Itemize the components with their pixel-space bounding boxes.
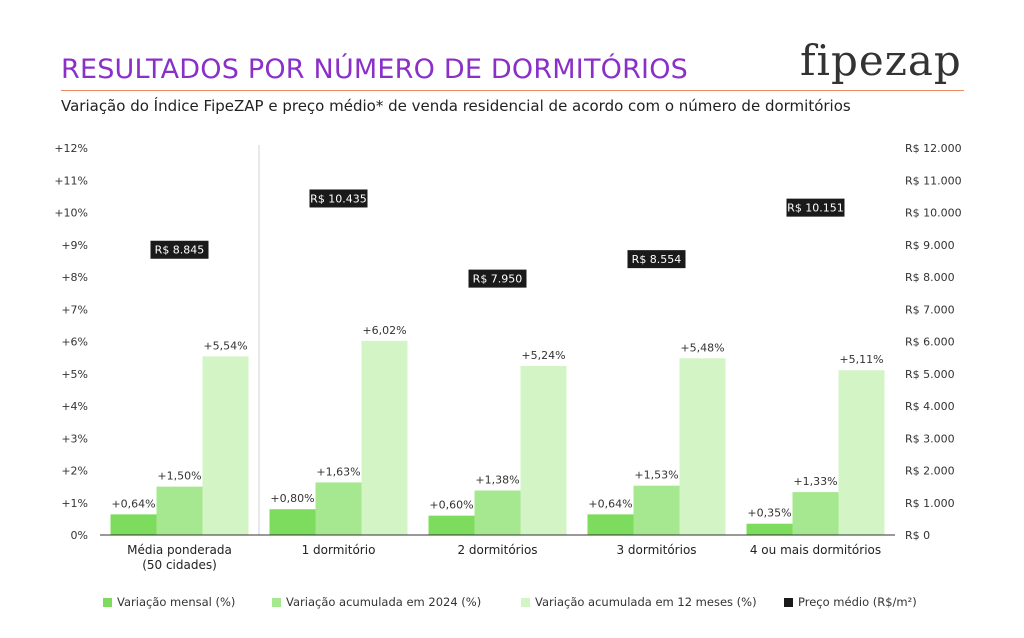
bar (746, 523, 793, 535)
legend-swatch (521, 597, 530, 607)
chart-subtitle: Variação do Índice FipeZAP e preço médio… (61, 97, 851, 115)
legend-swatch (103, 597, 112, 607)
bar (110, 514, 157, 535)
price-box (627, 250, 686, 269)
bar-value-label: +5,48% (680, 341, 724, 354)
price-label: R$ 8.554 (632, 253, 682, 266)
y-tick-label: +6% (61, 336, 88, 349)
bar-value-label: +6,02% (362, 324, 406, 337)
bar (520, 366, 567, 535)
category-label: 2 dormitórios (457, 543, 537, 557)
y2-tick-label: R$ 12.000 (905, 142, 962, 155)
legend-item: Variação mensal (%) (103, 595, 235, 609)
legend-label: Variação acumulada em 12 meses (%) (535, 595, 757, 609)
bar-value-label: +5,54% (203, 339, 247, 352)
bar (269, 509, 316, 535)
bar (838, 370, 885, 535)
y-tick-label: +4% (61, 400, 88, 413)
price-box (309, 189, 368, 208)
bar (156, 486, 203, 535)
y-tick-label: +5% (61, 368, 88, 381)
category-label: 3 dormitórios (616, 543, 696, 557)
fipezap-logo: fipezap (800, 36, 962, 85)
legend-label: Preço médio (R$/m²) (798, 595, 917, 609)
bar-value-label: +0,60% (429, 499, 473, 512)
price-box (786, 198, 845, 217)
y2-tick-label: R$ 8.000 (905, 271, 955, 284)
bar-value-label: +1,33% (793, 475, 837, 488)
bar (587, 514, 634, 535)
y-tick-label: +12% (54, 142, 88, 155)
title-divider (61, 90, 964, 91)
y-tick-label: +8% (61, 271, 88, 284)
y2-tick-label: R$ 9.000 (905, 239, 955, 252)
bar (202, 356, 249, 535)
y2-tick-label: R$ 2.000 (905, 465, 955, 478)
category-label: Média ponderada (50 cidades) (127, 543, 232, 572)
bar-value-label: +5,24% (521, 349, 565, 362)
y2-tick-label: R$ 11.000 (905, 174, 962, 187)
bar (679, 358, 726, 535)
y-tick-label: +11% (54, 174, 88, 187)
bar (315, 482, 362, 535)
bar (361, 340, 408, 535)
bar-value-label: +0,35% (747, 507, 791, 520)
y-tick-label: 0% (71, 529, 88, 542)
y2-tick-label: R$ 4.000 (905, 400, 955, 413)
bar-value-label: +1,50% (157, 470, 201, 483)
y2-tick-label: R$ 5.000 (905, 368, 955, 381)
y-tick-label: +9% (61, 239, 88, 252)
legend-item: Preço médio (R$/m²) (784, 595, 917, 609)
y2-tick-label: R$ 6.000 (905, 336, 955, 349)
legend-item: Variação acumulada em 2024 (%) (272, 595, 481, 609)
legend-label: Variação mensal (%) (117, 595, 236, 609)
y-tick-label: +3% (61, 432, 88, 445)
bar-value-label: +1,63% (316, 465, 360, 478)
bar-value-label: +0,80% (270, 492, 314, 505)
bar-value-label: +0,64% (111, 497, 155, 510)
bar (474, 490, 521, 535)
category-label: 4 ou mais dormitórios (750, 543, 881, 557)
y2-tick-label: R$ 10.000 (905, 207, 962, 220)
y2-tick-label: R$ 7.000 (905, 303, 955, 316)
bar (428, 515, 475, 535)
legend-swatch (784, 597, 793, 607)
legend-swatch (272, 597, 281, 607)
y2-tick-label: R$ 3.000 (905, 432, 955, 445)
price-label: R$ 10.151 (787, 202, 844, 215)
legend-label: Variação acumulada em 2024 (%) (286, 595, 482, 609)
y-tick-label: +2% (61, 465, 88, 478)
y2-tick-label: R$ 0 (905, 529, 930, 542)
legend-item: Variação acumulada em 12 meses (%) (521, 595, 757, 609)
y-tick-label: +7% (61, 303, 88, 316)
page-title: RESULTADOS POR NÚMERO DE DORMITÓRIOS (61, 54, 689, 85)
y-tick-label: +10% (54, 207, 88, 220)
price-box (150, 240, 209, 259)
bar-value-label: +5,11% (839, 353, 883, 366)
bar-value-label: +1,38% (475, 473, 519, 486)
y-tick-label: +1% (61, 497, 88, 510)
bar-value-label: +0,64% (588, 497, 632, 510)
price-label: R$ 8.845 (155, 244, 205, 257)
y2-tick-label: R$ 1.000 (905, 497, 955, 510)
category-label: 1 dormitório (302, 543, 376, 557)
bar-value-label: +1,53% (634, 469, 678, 482)
price-label: R$ 7.950 (473, 273, 523, 286)
price-label: R$ 10.435 (310, 192, 367, 205)
bar (792, 492, 839, 535)
bar (633, 485, 680, 535)
price-box (468, 269, 527, 288)
